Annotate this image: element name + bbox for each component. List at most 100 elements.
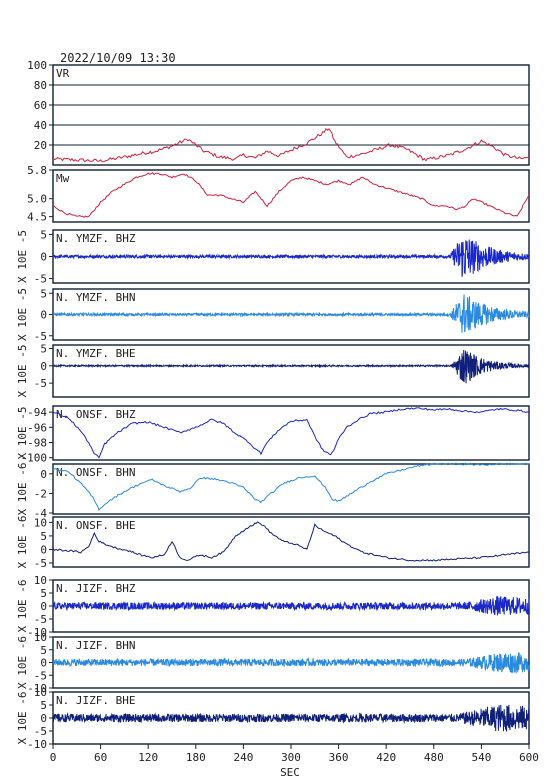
y-tick-label: 5.8 (27, 164, 47, 177)
trace-jizf-bhz (52, 595, 530, 616)
y-tick-label: -98 (27, 437, 47, 450)
panel-onsf-bhn: 0 -2 -4 X 10E -6 N. ONSF. BHN (16, 462, 530, 520)
y-tick-label: -96 (27, 421, 47, 434)
y-axis-label: X 10E -6 (16, 692, 29, 745)
y-tick-label: -2 (34, 487, 47, 500)
panel-name: Mw (56, 172, 70, 185)
panel-name: VR (56, 67, 70, 80)
y-tick-label: -5 (34, 377, 47, 390)
panel-name: N. YMZF. BHE (56, 347, 135, 360)
y-tick-label: -5 (34, 557, 47, 570)
y-tick-label: -10 (27, 626, 47, 639)
y-tick-label: 0 (40, 309, 47, 322)
y-tick-label: 60 (34, 99, 47, 112)
panel-frame (52, 463, 530, 515)
timestamp-header: 2022/10/09 13:30 (60, 51, 176, 65)
y-axis-label: X 10E -5 (16, 230, 29, 283)
y-tick-label: 10 (34, 574, 47, 587)
y-tick-label: 5 (40, 699, 47, 712)
x-tick-label: 360 (329, 751, 349, 764)
y-tick-label: -5 (34, 273, 47, 286)
y-tick-label: -100 (21, 452, 48, 465)
y-tick-label: 5.0 (27, 193, 47, 206)
trace-mw (52, 172, 530, 218)
y-tick-label: 0 (40, 600, 47, 613)
y-tick-label: 0 (40, 712, 47, 725)
trace-jizf-bhn (52, 652, 530, 675)
y-tick-label: -10 (27, 738, 47, 751)
panel-name: N. JIZF. BHZ (56, 582, 136, 595)
y-axis-label: X 10E -5 (16, 345, 29, 398)
y-tick-label: 40 (34, 119, 47, 132)
x-tick-label: 420 (376, 751, 396, 764)
trace-ymzf-bhn (52, 294, 530, 333)
y-tick-label: -5 (34, 330, 47, 343)
x-tick-label: 180 (186, 751, 206, 764)
y-tick-label: -4 (34, 507, 48, 520)
y-axis-label: X 10E -5 (16, 407, 29, 460)
x-tick-label: 240 (233, 751, 253, 764)
y-tick-label: 0 (40, 657, 47, 670)
y-tick-label: 10 (34, 516, 47, 529)
y-tick-label: 10 (34, 686, 47, 699)
x-axis-label: SEC (280, 766, 300, 779)
panel-name: N. ONSF. BHN (56, 466, 135, 479)
panel-name: N. JIZF. BHE (56, 694, 135, 707)
panel-vr: 20 40 60 80 100 VR (27, 59, 530, 166)
y-axis-label: X 10E -6 (16, 463, 29, 516)
trace-onsf-bhz (52, 407, 530, 459)
panel-mw: 4.5 5.0 5.8 Mw (27, 164, 530, 224)
panel-frame (52, 344, 530, 398)
panel-name: N. ONSF. BHZ (56, 408, 136, 421)
panel-name: N. YMZF. BHZ (56, 232, 136, 245)
y-axis-label: X 10E -6 (16, 516, 29, 569)
y-axis-label: X 10E -6 (16, 636, 29, 689)
y-tick-label: 5 (40, 342, 47, 355)
y-tick-label: -10 (27, 682, 47, 695)
trace-vr (52, 127, 530, 163)
y-tick-label: 0 (40, 251, 47, 264)
y-axis-label: X 10E -5 (16, 288, 29, 341)
y-tick-label: -5 (34, 725, 47, 738)
y-tick-label: -5 (34, 669, 47, 682)
trace-onsf-bhe (52, 521, 530, 562)
y-tick-label: 0 (40, 360, 47, 373)
panel-frame (52, 405, 530, 461)
trace-ymzf-bhe (52, 349, 530, 384)
x-tick-label: 60 (94, 751, 107, 764)
y-tick-label: 0 (40, 468, 47, 481)
y-tick-label: 80 (34, 79, 47, 92)
panel-name: N. ONSF. BHE (56, 519, 135, 532)
y-tick-label: 0 (40, 543, 47, 556)
panel-name: N. YMZF. BHN (56, 291, 135, 304)
y-tick-label: -5 (34, 613, 47, 626)
x-tick-label: 540 (471, 751, 491, 764)
y-tick-label: 4.5 (27, 211, 47, 224)
y-axis-label: X 10E -6 (16, 580, 29, 633)
y-tick-label: 5 (40, 587, 47, 600)
x-tick-label: 300 (281, 751, 301, 764)
y-tick-label: 5 (40, 644, 47, 657)
y-tick-label: 5 (40, 530, 47, 543)
panel-frame (52, 516, 530, 568)
x-axis: 0 60 120 180 240 300 360 420 480 540 600 (50, 744, 539, 764)
panel-ymzf-bhe: 5 0 -5 X 10E -5 N. YMZF. BHE (16, 342, 530, 398)
panel-name: N. JIZF. BHN (56, 639, 135, 652)
y-tick-label: 5 (40, 228, 47, 241)
y-tick-label: 20 (34, 139, 47, 152)
y-tick-label: -94 (27, 406, 47, 419)
panel-ymzf-bhz: 5 0 -5 X 10E -5 N. YMZF. BHZ (16, 228, 530, 286)
x-tick-label: 120 (138, 751, 158, 764)
trace-jizf-bhe (52, 704, 530, 732)
panel-ymzf-bhn: 5 0 -5 X 10E -5 N. YMZF. BHN (16, 287, 530, 343)
y-tick-label: 5 (40, 287, 47, 300)
trace-ymzf-bhz (52, 239, 530, 277)
trace-onsf-bhn (52, 462, 530, 511)
